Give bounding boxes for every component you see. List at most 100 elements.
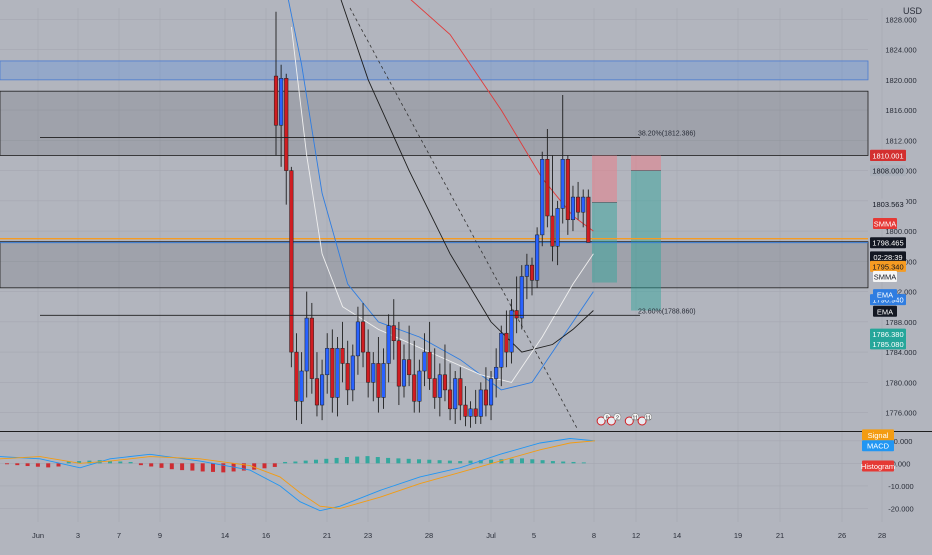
candle-body: [314, 378, 320, 406]
candle-body: [463, 404, 468, 417]
x-tick-label-7: 23: [364, 531, 372, 540]
candle-body: [504, 332, 509, 353]
macd-histogram-bar-17: [180, 463, 185, 471]
macd-histogram-bar-51: [530, 459, 535, 464]
macd-y-tick-label-1: 0.000: [892, 459, 911, 468]
x-tick-label-17: 28: [878, 531, 886, 540]
price-label-8-text: 1786.380: [872, 330, 903, 339]
candle-32: [437, 363, 442, 417]
y-tick-label-7: 1800.000: [885, 227, 916, 236]
macd-histogram-bar-55: [571, 461, 576, 464]
candle-body: [453, 378, 458, 410]
candlestick-series: [273, 11, 591, 428]
candle-body: [360, 321, 366, 353]
indicator-tag-1-text: SMMA: [874, 272, 897, 281]
candle-13: [340, 321, 345, 383]
price-label-8: 1786.380: [870, 328, 906, 340]
macd-histogram-bar-10: [108, 461, 112, 464]
price-label-6-bg: [870, 260, 906, 272]
economic-events[interactable]: 9 2 11 11: [596, 413, 652, 426]
candle-10: [325, 333, 330, 394]
macd-histogram-bar-36: [375, 457, 380, 464]
macd-histogram-bar-18: [190, 463, 195, 471]
candle-25: [401, 344, 407, 398]
price-label-3-text: 1803.563: [872, 200, 903, 209]
candle-body: [555, 208, 560, 247]
candle-body: [279, 78, 284, 126]
macd-y-tick-label-2: -10.000: [888, 482, 913, 491]
macd-histogram-bar-25: [262, 463, 267, 469]
candle-body: [345, 363, 350, 391]
candle-5: [299, 352, 304, 424]
candle-17: [360, 302, 366, 368]
macd-histogram-bar-54: [561, 461, 566, 464]
event-icon-0[interactable]: 9: [596, 413, 612, 426]
price-label-6: 1795.340: [870, 260, 906, 272]
candle-40: [478, 382, 483, 424]
macd-histogram-bar-19: [200, 463, 205, 472]
y-tick-label-13: 1776.000: [885, 409, 916, 418]
macd-histogram-bar-20: [211, 463, 215, 472]
event-icon-2[interactable]: 11: [624, 413, 640, 426]
price-label-9-text: 1785.080: [872, 340, 903, 349]
candle-20: [376, 336, 381, 413]
macd-histogram-bar-21: [221, 463, 226, 473]
price-label-4-bg: [870, 237, 906, 249]
macd-legend-0-text: Signal: [868, 431, 889, 440]
macd-histogram-bar-41: [427, 459, 432, 464]
flag-icon: [606, 416, 616, 426]
candle-body: [442, 374, 448, 391]
x-tick-label-2: 7: [117, 531, 121, 540]
axes: 1828.000 1824.000 1820.000 1816.000 1812.000…: [0, 15, 932, 540]
x-tick-label-13: 14: [673, 531, 681, 540]
candle-33: [442, 344, 448, 402]
macd-histogram-bar-16: [169, 463, 174, 470]
macd-legend-0: Signal: [862, 429, 894, 441]
indicator-tag-3-text: EMA: [877, 307, 893, 316]
macd-histogram-bar-0: [5, 463, 9, 465]
candle-19: [371, 352, 376, 402]
x-tick-label-10: 5: [532, 531, 536, 540]
macd-histogram-bar-30: [314, 459, 318, 464]
candle-body: [320, 374, 325, 406]
candle-body: [284, 78, 289, 171]
candle-42: [488, 371, 494, 421]
fib-retracement[interactable]: 38.20%(1812.386) 23.60%(1788.860): [40, 130, 696, 316]
candle-21: [381, 348, 386, 409]
x-tick-label-8: 28: [425, 531, 433, 540]
candle-body: [545, 159, 550, 217]
macd-histogram-bar-50: [520, 458, 524, 464]
price-label-8-bg: [870, 328, 906, 340]
candle-body: [524, 264, 529, 277]
macd-histogram-bar-26: [272, 463, 277, 467]
event-icon-3[interactable]: 11: [637, 413, 652, 426]
candle-15: [350, 344, 355, 402]
candle-body: [509, 310, 514, 353]
y-tick-label-2: 1820.000: [885, 76, 916, 85]
candle-8: [314, 352, 320, 417]
candle-body: [422, 351, 427, 372]
candle-body: [412, 374, 417, 402]
macd-histogram-bar-46: [478, 460, 483, 464]
badge-bubble: [644, 413, 652, 421]
y-tick-label-4: 1812.000: [885, 136, 916, 145]
candle-53: [545, 129, 550, 228]
macd-histogram-bar-44: [458, 461, 463, 464]
candle-body: [560, 159, 565, 209]
position-tools[interactable]: [592, 155, 661, 311]
macd-histogram-bar-15: [159, 463, 164, 468]
event-icon-1[interactable]: 2: [606, 413, 622, 426]
candle-6: [304, 291, 309, 398]
position-target-zone-1: [631, 170, 661, 311]
candle-28: [417, 359, 422, 413]
candle-30: [427, 321, 432, 390]
candle-58: [570, 185, 576, 232]
x-tick-label-5: 16: [262, 531, 270, 540]
candle-body: [550, 215, 555, 247]
black-ema: [340, 0, 594, 353]
event-badge: 11: [632, 415, 638, 421]
candle-body: [519, 276, 524, 319]
candle-18: [366, 329, 371, 398]
